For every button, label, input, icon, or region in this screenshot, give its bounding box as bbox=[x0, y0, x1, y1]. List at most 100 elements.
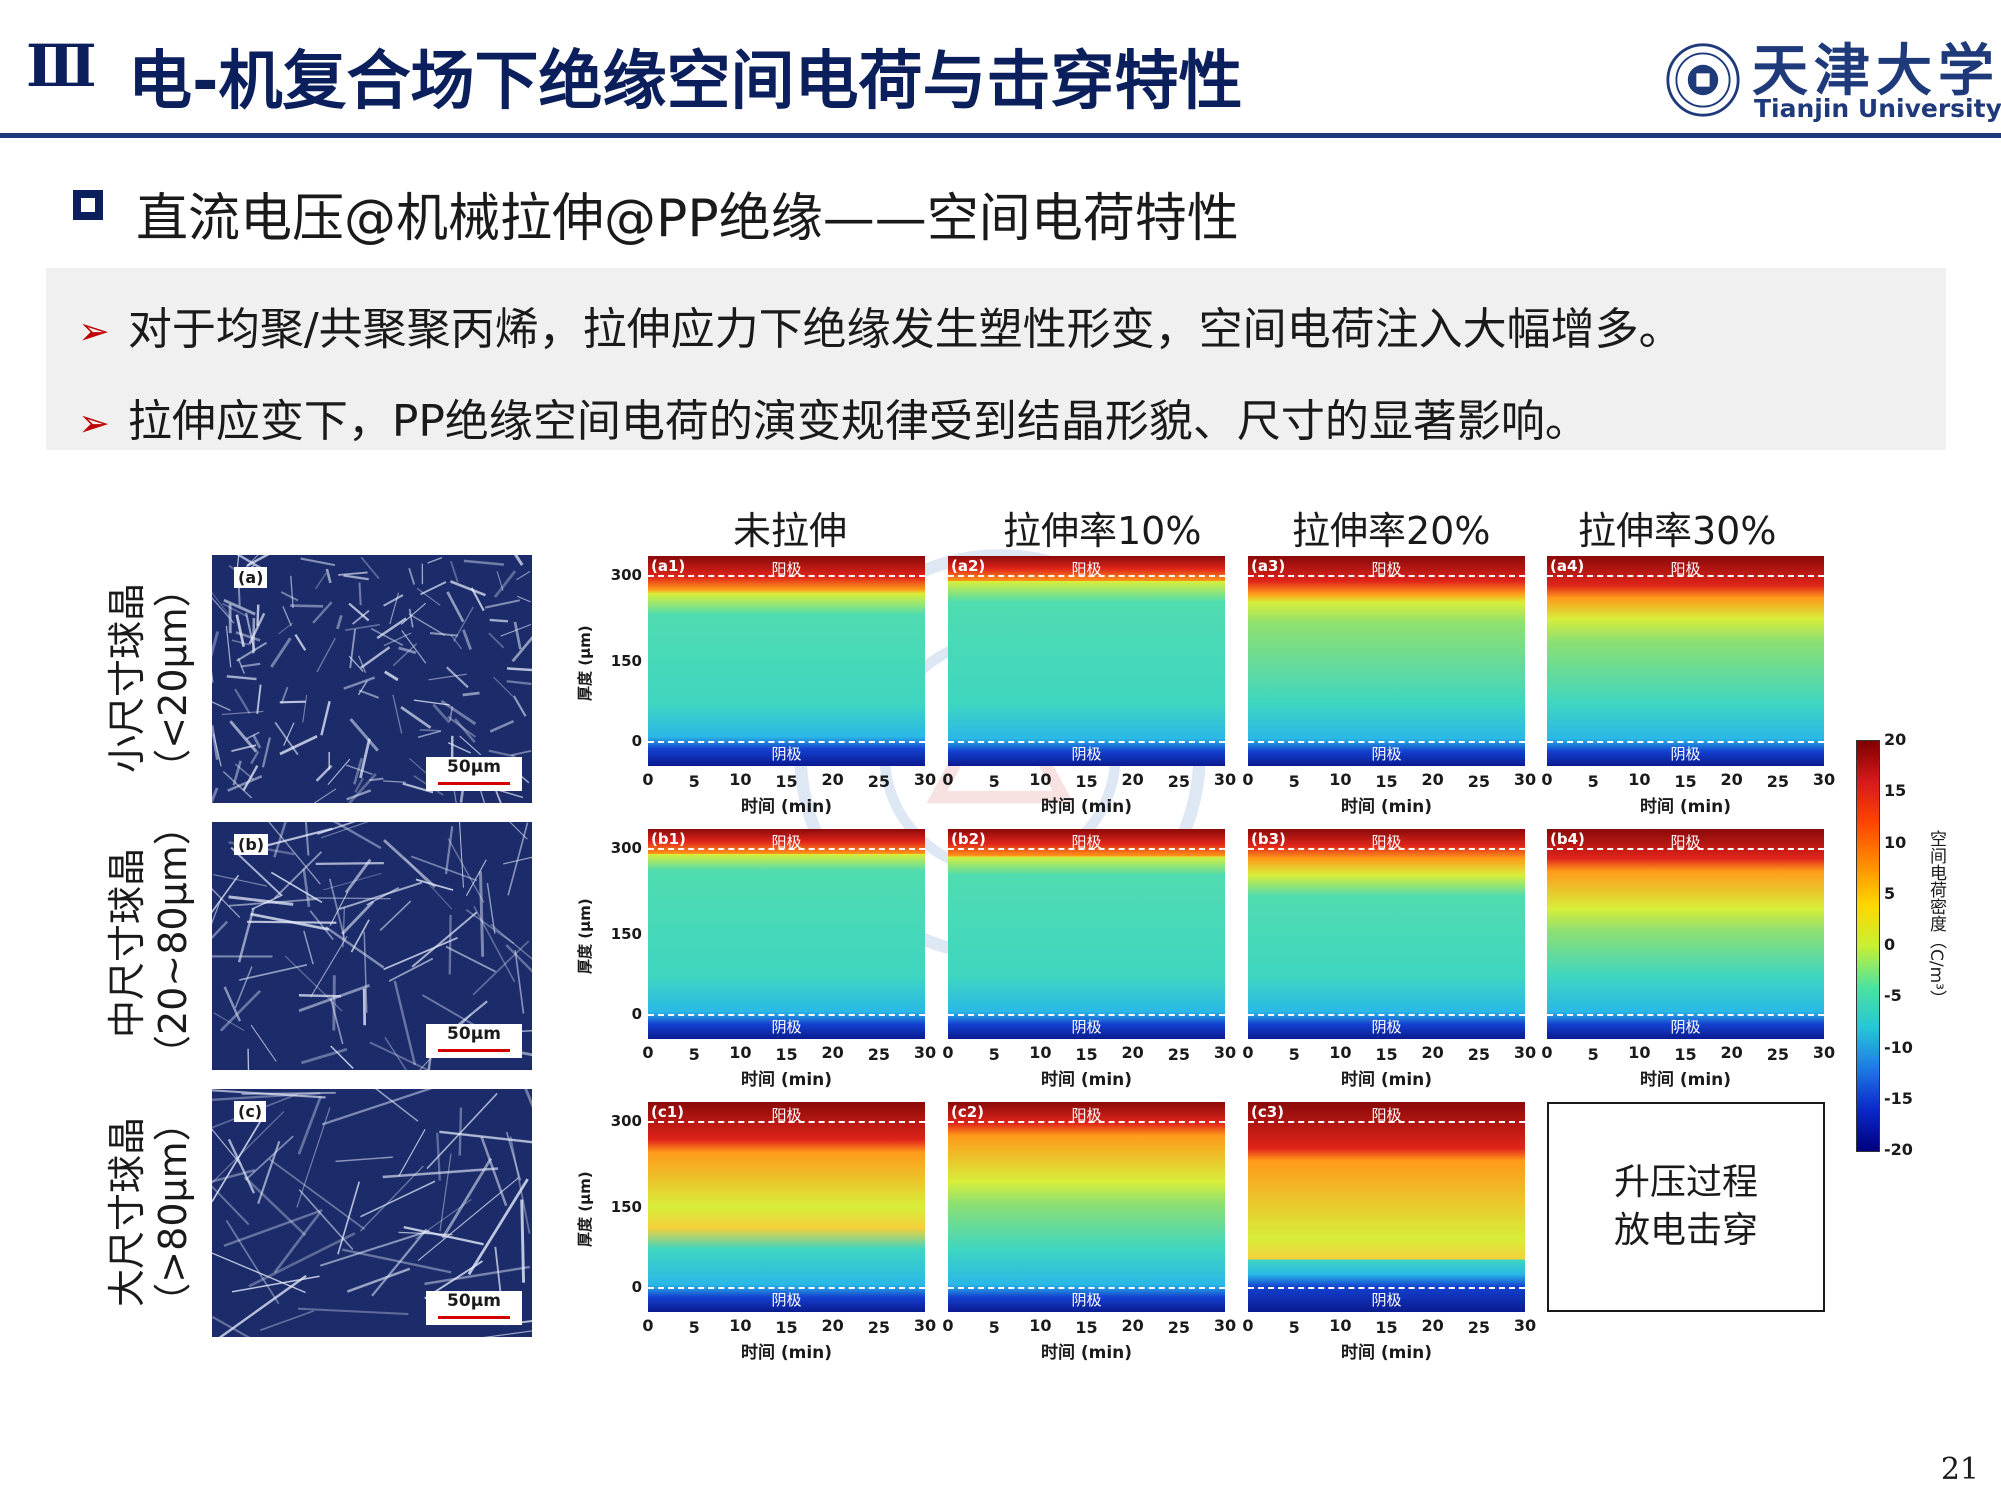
colorbar-tick: 10 bbox=[1884, 832, 1907, 852]
x-tick-label: 10 bbox=[1029, 1043, 1052, 1062]
x-tick-label: 5 bbox=[988, 772, 1000, 791]
colorbar-label: 空间电荷密度（C/m³） bbox=[1926, 830, 1946, 1007]
x-tick-label: 30 bbox=[1513, 1316, 1537, 1335]
y-tick-label: 0 bbox=[631, 731, 642, 750]
heatmap-tag: (a4) bbox=[1550, 557, 1585, 575]
colorbar-tick: -15 bbox=[1884, 1088, 1913, 1108]
anode-label: 阳极 bbox=[1670, 560, 1701, 578]
x-tick-label: 20 bbox=[1720, 1043, 1743, 1062]
x-tick-label: 0 bbox=[1242, 1316, 1254, 1335]
heatmap-panel: (a1) 阳极 阴极 bbox=[648, 556, 925, 766]
page-number: 21 bbox=[1940, 1452, 1979, 1487]
x-tick-label: 25 bbox=[867, 772, 890, 791]
x-axis-label: 时间 (min) bbox=[740, 1343, 833, 1363]
y-axis-label: 厚度 (μm) bbox=[576, 898, 594, 974]
x-tick-label: 30 bbox=[1213, 1043, 1237, 1062]
y-tick-label: 300 bbox=[610, 838, 642, 857]
cathode-label: 阴极 bbox=[1071, 745, 1102, 763]
column-header-stretch-30: 拉伸率30% bbox=[1578, 509, 1777, 553]
x-tick-label: 5 bbox=[688, 772, 700, 791]
x-tick-label: 20 bbox=[1720, 770, 1743, 789]
heatmap-tag: (a2) bbox=[951, 557, 986, 575]
x-tick-label: 0 bbox=[1541, 770, 1553, 789]
x-tick-label: 10 bbox=[1029, 770, 1052, 789]
x-axis-label: 时间 (min) bbox=[1340, 1343, 1433, 1363]
x-tick-label: 0 bbox=[942, 770, 954, 789]
x-tick-label: 5 bbox=[1288, 772, 1300, 791]
x-tick-label: 25 bbox=[867, 1318, 890, 1337]
x-axis-label: 时间 (min) bbox=[1340, 1070, 1433, 1090]
x-tick-label: 25 bbox=[1167, 1045, 1190, 1064]
page-title: 电-机复合场下绝缘空间电荷与击穿特性 bbox=[128, 45, 1243, 119]
scale-bar: 50μm bbox=[426, 757, 522, 791]
x-tick-label: 0 bbox=[642, 770, 654, 789]
cathode-label: 阴极 bbox=[1371, 745, 1402, 763]
x-tick-label: 5 bbox=[1587, 772, 1599, 791]
x-tick-label: 15 bbox=[775, 1318, 798, 1337]
x-tick-label: 30 bbox=[1213, 770, 1237, 789]
heatmap-tag: (c3) bbox=[1251, 1103, 1285, 1121]
x-axis-label: 时间 (min) bbox=[1040, 1070, 1133, 1090]
x-axis-label: 时间 (min) bbox=[1639, 797, 1732, 817]
x-tick-label: 15 bbox=[1075, 1318, 1098, 1337]
x-tick-label: 10 bbox=[729, 1043, 752, 1062]
x-tick-label: 0 bbox=[642, 1316, 654, 1335]
colorbar-tick: -10 bbox=[1884, 1037, 1913, 1057]
heatmap-tag: (a1) bbox=[651, 557, 686, 575]
heatmap-tag: (c1) bbox=[651, 1103, 685, 1121]
x-tick-label: 5 bbox=[1587, 1045, 1599, 1064]
x-tick-label: 0 bbox=[942, 1316, 954, 1335]
x-tick-label: 20 bbox=[1421, 1316, 1444, 1335]
x-tick-label: 15 bbox=[1674, 772, 1697, 791]
cathode-label: 阴极 bbox=[1371, 1291, 1402, 1309]
x-axis-label: 时间 (min) bbox=[740, 797, 833, 817]
x-axis-label: 时间 (min) bbox=[1340, 797, 1433, 817]
x-tick-label: 10 bbox=[729, 770, 752, 789]
x-tick-label: 10 bbox=[1628, 770, 1651, 789]
column-header-stretch-10: 拉伸率10% bbox=[1003, 509, 1202, 553]
x-tick-label: 25 bbox=[867, 1045, 890, 1064]
x-tick-label: 25 bbox=[1766, 1045, 1789, 1064]
x-tick-label: 15 bbox=[1075, 772, 1098, 791]
section-number: Ⅲ bbox=[26, 32, 97, 100]
x-tick-label: 20 bbox=[1121, 770, 1144, 789]
y-tick-label: 300 bbox=[610, 1111, 642, 1130]
x-tick-label: 20 bbox=[1121, 1043, 1144, 1062]
cathode-label: 阴极 bbox=[771, 1018, 802, 1036]
micrograph-large-spherulite: (c) 50μm bbox=[212, 1089, 532, 1337]
row-label-medium: 中尺寸球晶 （20~80μm） bbox=[105, 807, 195, 1073]
anode-label: 阳极 bbox=[1371, 560, 1402, 578]
heatmap-tag: (a3) bbox=[1251, 557, 1286, 575]
x-tick-label: 30 bbox=[1812, 770, 1836, 789]
x-tick-label: 5 bbox=[688, 1045, 700, 1064]
university-name-cn: 天津大学 bbox=[1752, 38, 2000, 104]
x-tick-label: 25 bbox=[1167, 1318, 1190, 1337]
x-tick-label: 30 bbox=[1213, 1316, 1237, 1335]
y-tick-label: 150 bbox=[610, 1198, 642, 1216]
x-tick-label: 0 bbox=[1242, 770, 1254, 789]
colorbar bbox=[1856, 740, 1880, 1152]
breakdown-panel: 升压过程 放电击穿 bbox=[1547, 1102, 1825, 1312]
scale-bar: 50μm bbox=[426, 1291, 522, 1325]
heatmap-tag: (b3) bbox=[1251, 830, 1286, 848]
heatmap-panel: (b1) 阳极 阴极 bbox=[648, 829, 925, 1039]
row-label-small: 小尺寸球晶 （<20μm） bbox=[105, 569, 195, 787]
y-tick-label: 0 bbox=[631, 1277, 642, 1296]
column-header-unstretched: 未拉伸 bbox=[733, 509, 848, 553]
heatmap-panel: (c2) 阳极 阴极 bbox=[948, 1102, 1225, 1312]
x-tick-label: 5 bbox=[988, 1318, 1000, 1337]
anode-label: 阳极 bbox=[771, 560, 802, 578]
heatmap-panel: (a3) 阳极阴极 bbox=[1248, 556, 1525, 766]
x-tick-label: 15 bbox=[1375, 1318, 1398, 1337]
x-tick-label: 10 bbox=[729, 1316, 752, 1335]
x-axis-label: 时间 (min) bbox=[1040, 1343, 1133, 1363]
x-tick-label: 10 bbox=[1029, 1316, 1052, 1335]
x-tick-label: 15 bbox=[1674, 1045, 1697, 1064]
x-tick-label: 20 bbox=[821, 770, 844, 789]
y-tick-label: 300 bbox=[610, 565, 642, 584]
cathode-label: 阴极 bbox=[1670, 1018, 1701, 1036]
colorbar-tick: 20 bbox=[1884, 730, 1907, 749]
arrow-bullet-icon: ➢ bbox=[78, 309, 110, 353]
colorbar-tick: 15 bbox=[1884, 781, 1907, 801]
x-axis-label: 时间 (min) bbox=[1040, 797, 1133, 817]
